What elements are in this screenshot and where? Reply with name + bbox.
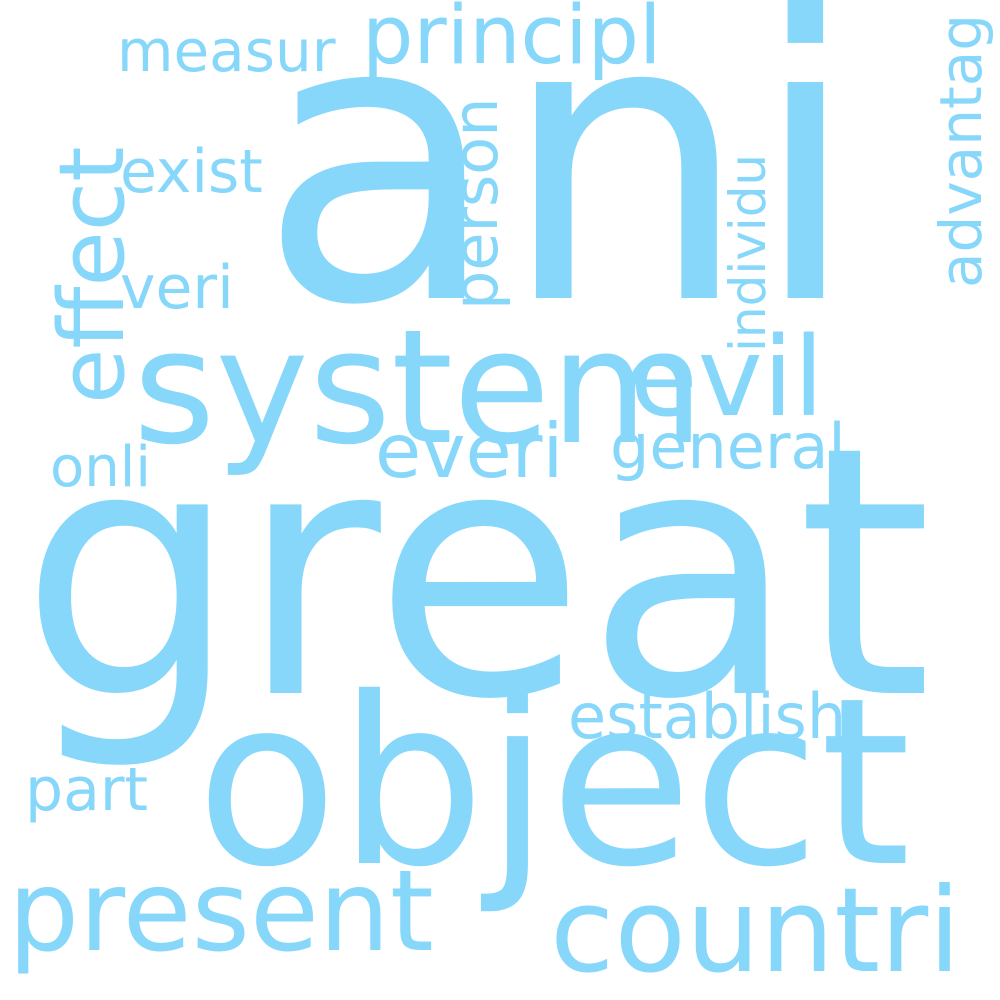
word-measur: measur bbox=[117, 17, 336, 85]
word-ever: everi bbox=[375, 407, 564, 495]
word-ani: ani bbox=[258, 0, 861, 392]
word-person: person bbox=[439, 97, 512, 310]
word-evil: evil bbox=[630, 313, 824, 441]
word-present: present bbox=[8, 847, 434, 977]
word-principl: principl bbox=[362, 0, 662, 83]
word-veri: veri bbox=[120, 253, 234, 323]
word-advantag: advantag bbox=[927, 13, 995, 288]
word-great: great bbox=[20, 374, 933, 775]
word-individu: individu bbox=[719, 153, 777, 352]
word-part: part bbox=[25, 755, 149, 825]
word-general: general bbox=[610, 410, 846, 483]
word-system: system bbox=[133, 296, 705, 480]
word-establish: establish bbox=[568, 680, 847, 753]
word-countri: countri bbox=[550, 862, 961, 999]
word-onli: onli bbox=[50, 435, 151, 500]
word-object: object bbox=[196, 648, 911, 918]
word-exist: exist bbox=[120, 137, 263, 207]
word-effect: effect bbox=[40, 146, 145, 404]
